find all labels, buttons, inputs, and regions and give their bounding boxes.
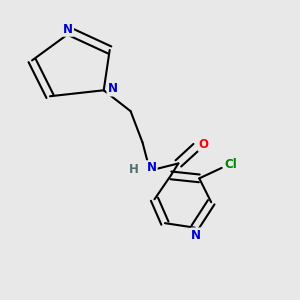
Text: N: N [108, 82, 118, 95]
Text: N: N [191, 229, 201, 242]
Text: N: N [63, 22, 73, 36]
Text: N: N [108, 82, 118, 95]
Text: Cl: Cl [224, 158, 237, 171]
Text: N: N [63, 22, 73, 36]
Text: N: N [146, 161, 157, 174]
Text: O: O [199, 137, 209, 151]
Text: H: H [129, 163, 139, 176]
